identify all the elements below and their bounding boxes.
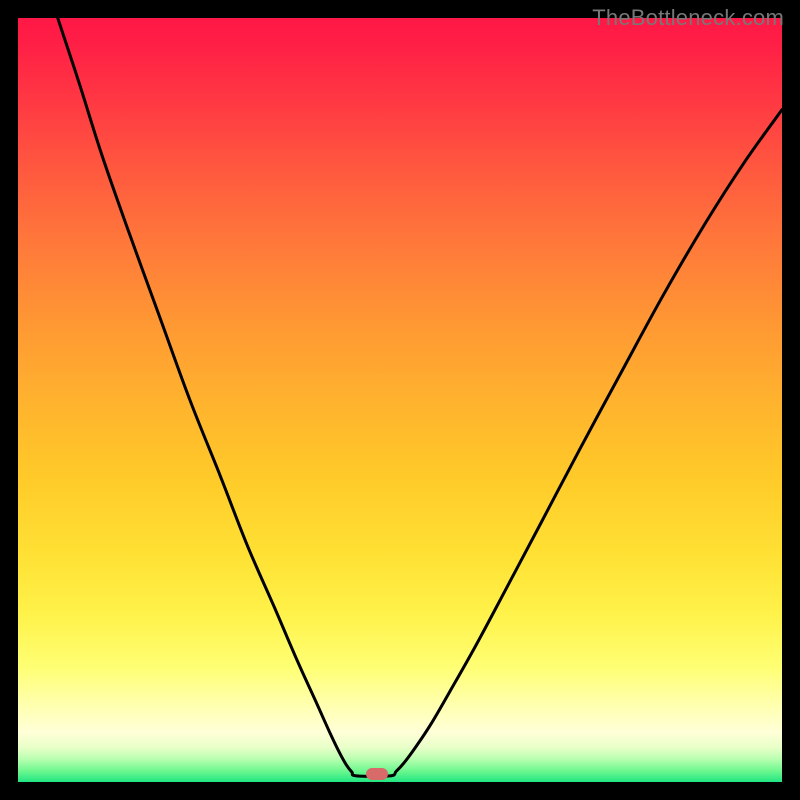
optimal-point-marker <box>366 768 388 780</box>
bottleneck-curve <box>18 18 782 782</box>
watermark-text: TheBottleneck.com <box>592 5 784 31</box>
plot-area <box>18 18 782 782</box>
chart-container: TheBottleneck.com <box>0 0 800 800</box>
